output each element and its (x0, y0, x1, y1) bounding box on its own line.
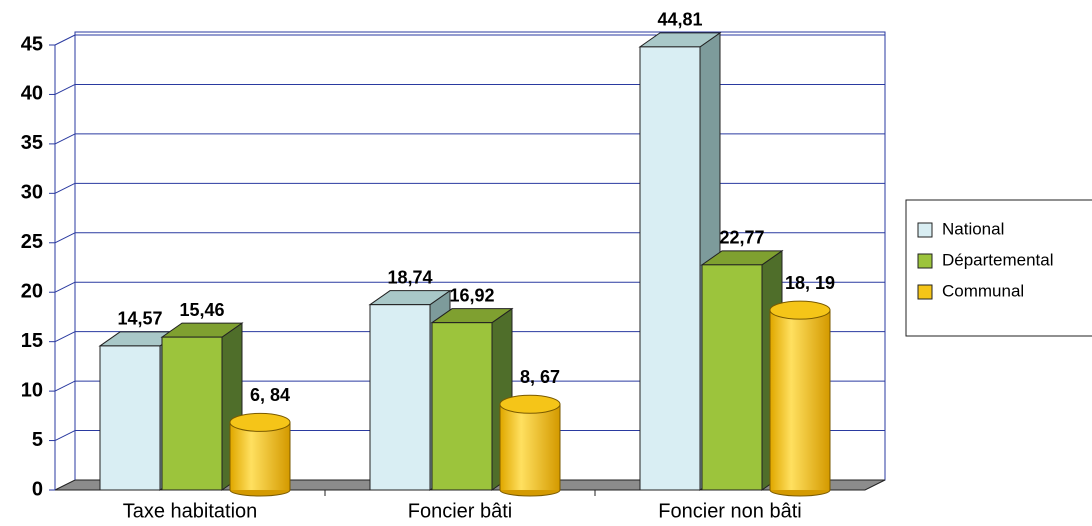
bar (229, 412, 291, 497)
legend-swatch (917, 284, 933, 300)
x-tick-label: Foncier bâti (408, 500, 513, 522)
data-label: 44,81 (657, 10, 702, 30)
y-tick-label: 0 (32, 478, 43, 500)
x-tick-label: Foncier non bâti (658, 500, 801, 522)
y-tick-label: 40 (21, 83, 43, 105)
grid-diag (54, 83, 76, 95)
x-tick-label: Taxe habitation (123, 500, 258, 522)
data-label: 22,77 (719, 228, 764, 248)
grid-diag (54, 281, 76, 293)
legend-box (905, 199, 1092, 337)
y-tick-label: 25 (21, 231, 43, 253)
y-tick-label: 30 (21, 182, 43, 204)
grid-diag (54, 232, 76, 244)
y-tick-label: 10 (21, 379, 43, 401)
data-label: 15,46 (179, 300, 224, 320)
grid-diag (54, 430, 76, 442)
y-tick-label: 45 (21, 33, 43, 55)
y-tick-label: 35 (21, 132, 43, 154)
data-label: 8, 67 (520, 367, 560, 387)
data-label: 16,92 (449, 285, 494, 305)
y-tick-label: 20 (21, 281, 43, 303)
legend-label: National (942, 219, 1004, 238)
grid-diag (54, 331, 76, 343)
bar (430, 307, 514, 491)
grid-diag (54, 34, 76, 46)
y-tick-label: 5 (32, 429, 43, 451)
data-label: 18,74 (387, 267, 432, 287)
bar (769, 300, 831, 497)
data-label: 6, 84 (250, 385, 290, 405)
legend-label: Départemental (942, 250, 1054, 269)
data-label: 14,57 (117, 309, 162, 329)
bar (499, 394, 561, 497)
grid-diag (54, 133, 76, 145)
legend-swatch (917, 253, 933, 269)
grid-diag (54, 380, 76, 392)
data-label: 18, 19 (785, 273, 835, 293)
grid-diag (54, 182, 76, 194)
legend-swatch (917, 222, 933, 238)
y-tick-label: 15 (21, 330, 43, 352)
legend-label: Communal (942, 281, 1024, 300)
